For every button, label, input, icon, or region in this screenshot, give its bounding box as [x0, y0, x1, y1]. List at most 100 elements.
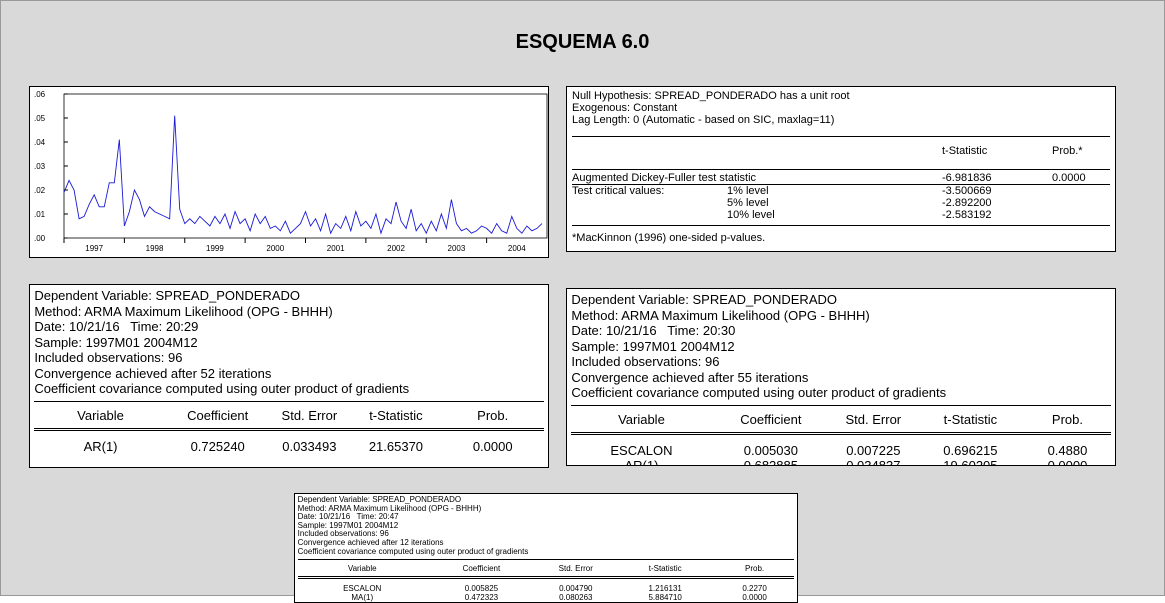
x-tick-label: 2002: [387, 244, 405, 253]
cell: 0.4880: [1047, 443, 1088, 459]
header-line: Included observations: 96: [34, 350, 183, 366]
y-tick-label: .01: [34, 210, 46, 219]
y-tick-label: .05: [34, 114, 46, 123]
cell: -6.981836: [942, 172, 992, 184]
header-line: Convergence achieved after 52 iterations: [34, 365, 272, 381]
header-line: Included observations: 96: [297, 529, 389, 539]
column-header: t-Statistic: [648, 563, 682, 573]
cell: 0.472323: [464, 592, 499, 602]
y-tick-label: .00: [34, 234, 46, 243]
cell: 0.0000: [742, 592, 767, 602]
cell: 0.080263: [559, 592, 593, 602]
header-line: Method: ARMA Maximum Likelihood (OPG - B…: [297, 503, 482, 513]
column-header-row: Variable Coefficient Std. Error t-Statistic…: [34, 408, 543, 423]
cell: 1.216131: [648, 583, 682, 593]
table-row: 5% level -2.892200: [572, 197, 1110, 209]
cell: ESCALON: [343, 583, 382, 593]
header-line: Included observations: 96: [571, 354, 720, 370]
x-tick-label: 1999: [206, 244, 224, 253]
rule: [571, 404, 1111, 406]
regression-output: Dependent Variable: SPREAD_PONDERADO Meth…: [29, 284, 549, 468]
column-header-row: Variable Coefficient Std. Error t-Statistic…: [298, 564, 795, 573]
cell: 0.033493: [282, 439, 337, 455]
rule: [297, 575, 795, 579]
header-line: Sample: 1997M01 2004M12: [297, 520, 399, 530]
rule: [34, 400, 544, 402]
adf-table: Null Hypothesis: SPREAD_PONDERADO has a …: [566, 86, 1116, 252]
x-tick-label: 2003: [448, 244, 466, 253]
cell: 0.696215: [943, 443, 998, 459]
table-row: ESCALON 0.005825 0.004790 1.216131 0.2270: [298, 584, 795, 593]
chart: .00 .01 .02 .03 .04 .05 .06 1997 1998 1999 2000 200…: [34, 90, 548, 253]
column-header: Variable: [618, 412, 665, 428]
header-line: Exogenous: Constant: [572, 102, 678, 114]
column-header: Std. Error: [558, 563, 593, 573]
header-line: Null Hypothesis: SPREAD_PONDERADO has a …: [572, 90, 850, 102]
cell: MA(1): [351, 592, 374, 602]
column-header: Std. Error: [845, 412, 902, 428]
x-tick-label: 1997: [85, 244, 103, 253]
y-tick-label: .06: [34, 90, 46, 99]
column-header: Coefficient: [740, 412, 802, 428]
cell: 0.682885: [743, 458, 798, 466]
header-line: Dependent Variable: SPREAD_PONDERADO: [571, 292, 837, 308]
column-header: t-Statistic: [942, 145, 988, 157]
cell: AR(1): [83, 439, 118, 455]
line-series: [63, 115, 543, 235]
column-header: Std. Error: [281, 408, 338, 424]
cell: 5.884710: [648, 592, 682, 602]
cell: 0.005825: [464, 583, 499, 593]
table-row: ESCALON 0.005030 0.007225 0.696215 0.4880: [571, 443, 1110, 458]
cell: 0.007225: [846, 443, 901, 459]
column-header: t-Statistic: [943, 412, 998, 428]
y-tick-label: .02: [34, 186, 46, 195]
table-row: 10% level -2.583192: [572, 209, 1110, 221]
column-header: Prob.: [477, 408, 509, 424]
cell: 0.005030: [743, 443, 798, 459]
cell: 1% level: [727, 185, 769, 197]
column-header: t-Statistic: [369, 408, 423, 424]
chart-panel: .00 .01 .02 .03 .04 .05 .06 1997 1998 1999 2000 200…: [29, 86, 549, 258]
rule: [572, 136, 1110, 137]
page-title: ESQUEMA 6.0: [515, 31, 650, 53]
header-line: Dependent Variable: SPREAD_PONDERADO: [34, 288, 300, 304]
header-line: Date: 10/21/16 Time: 20:29: [34, 319, 199, 335]
column-header: Coefficient: [187, 408, 249, 424]
cell: 19.60205: [943, 458, 998, 466]
cell: -2.892200: [942, 197, 992, 209]
header-line: Convergence achieved after 12 iterations: [297, 537, 444, 547]
header-line: Date: 10/21/16 Time: 20:30: [571, 323, 736, 339]
y-tick-label: .04: [34, 138, 46, 147]
column-header: Coefficient: [462, 563, 501, 573]
header-line: Convergence achieved after 55 iterations: [571, 369, 809, 385]
header-line: Sample: 1997M01 2004M12: [34, 334, 198, 350]
cell: ESCALON: [610, 443, 673, 459]
header-line: Dependent Variable: SPREAD_PONDERADO: [297, 495, 462, 504]
header-line: Sample: 1997M01 2004M12: [571, 338, 735, 354]
cell: 0.0000: [472, 439, 513, 455]
cell: AR(1): [624, 458, 659, 466]
plot-frame: [63, 93, 548, 239]
cell: 0.2270: [742, 583, 767, 593]
header-line: Method: ARMA Maximum Likelihood (OPG - B…: [571, 307, 870, 323]
cell: 0.0000: [1052, 172, 1086, 184]
x-tick-label: 2001: [327, 244, 345, 253]
cell: 5% level: [727, 197, 769, 209]
rule: [572, 184, 1110, 185]
regression-output: Dependent Variable: SPREAD_PONDERADO Meth…: [566, 288, 1116, 466]
column-header: Prob.*: [1052, 145, 1083, 157]
regression-output: Dependent Variable: SPREAD_PONDERADO Meth…: [294, 493, 798, 603]
cell: 10% level: [727, 209, 775, 221]
header-line: Method: ARMA Maximum Likelihood (OPG - B…: [34, 303, 333, 319]
rule: [571, 432, 1111, 436]
column-header-row: t-Statistic Prob.*: [572, 145, 1110, 157]
header-line: Coefficient covariance computed using ou…: [571, 385, 947, 401]
column-header: Prob.: [745, 563, 765, 573]
header-line: Date: 10/21/16 Time: 20:47: [297, 512, 399, 522]
y-tick-label: .03: [34, 162, 46, 171]
table-row: Test critical values: 1% level -3.500669: [572, 185, 1110, 197]
table-row: AR(1) 0.725240 0.033493 21.65370 0.0000: [34, 439, 543, 455]
cell: Test critical values:: [572, 185, 665, 197]
x-tick-label: 1998: [146, 244, 164, 253]
